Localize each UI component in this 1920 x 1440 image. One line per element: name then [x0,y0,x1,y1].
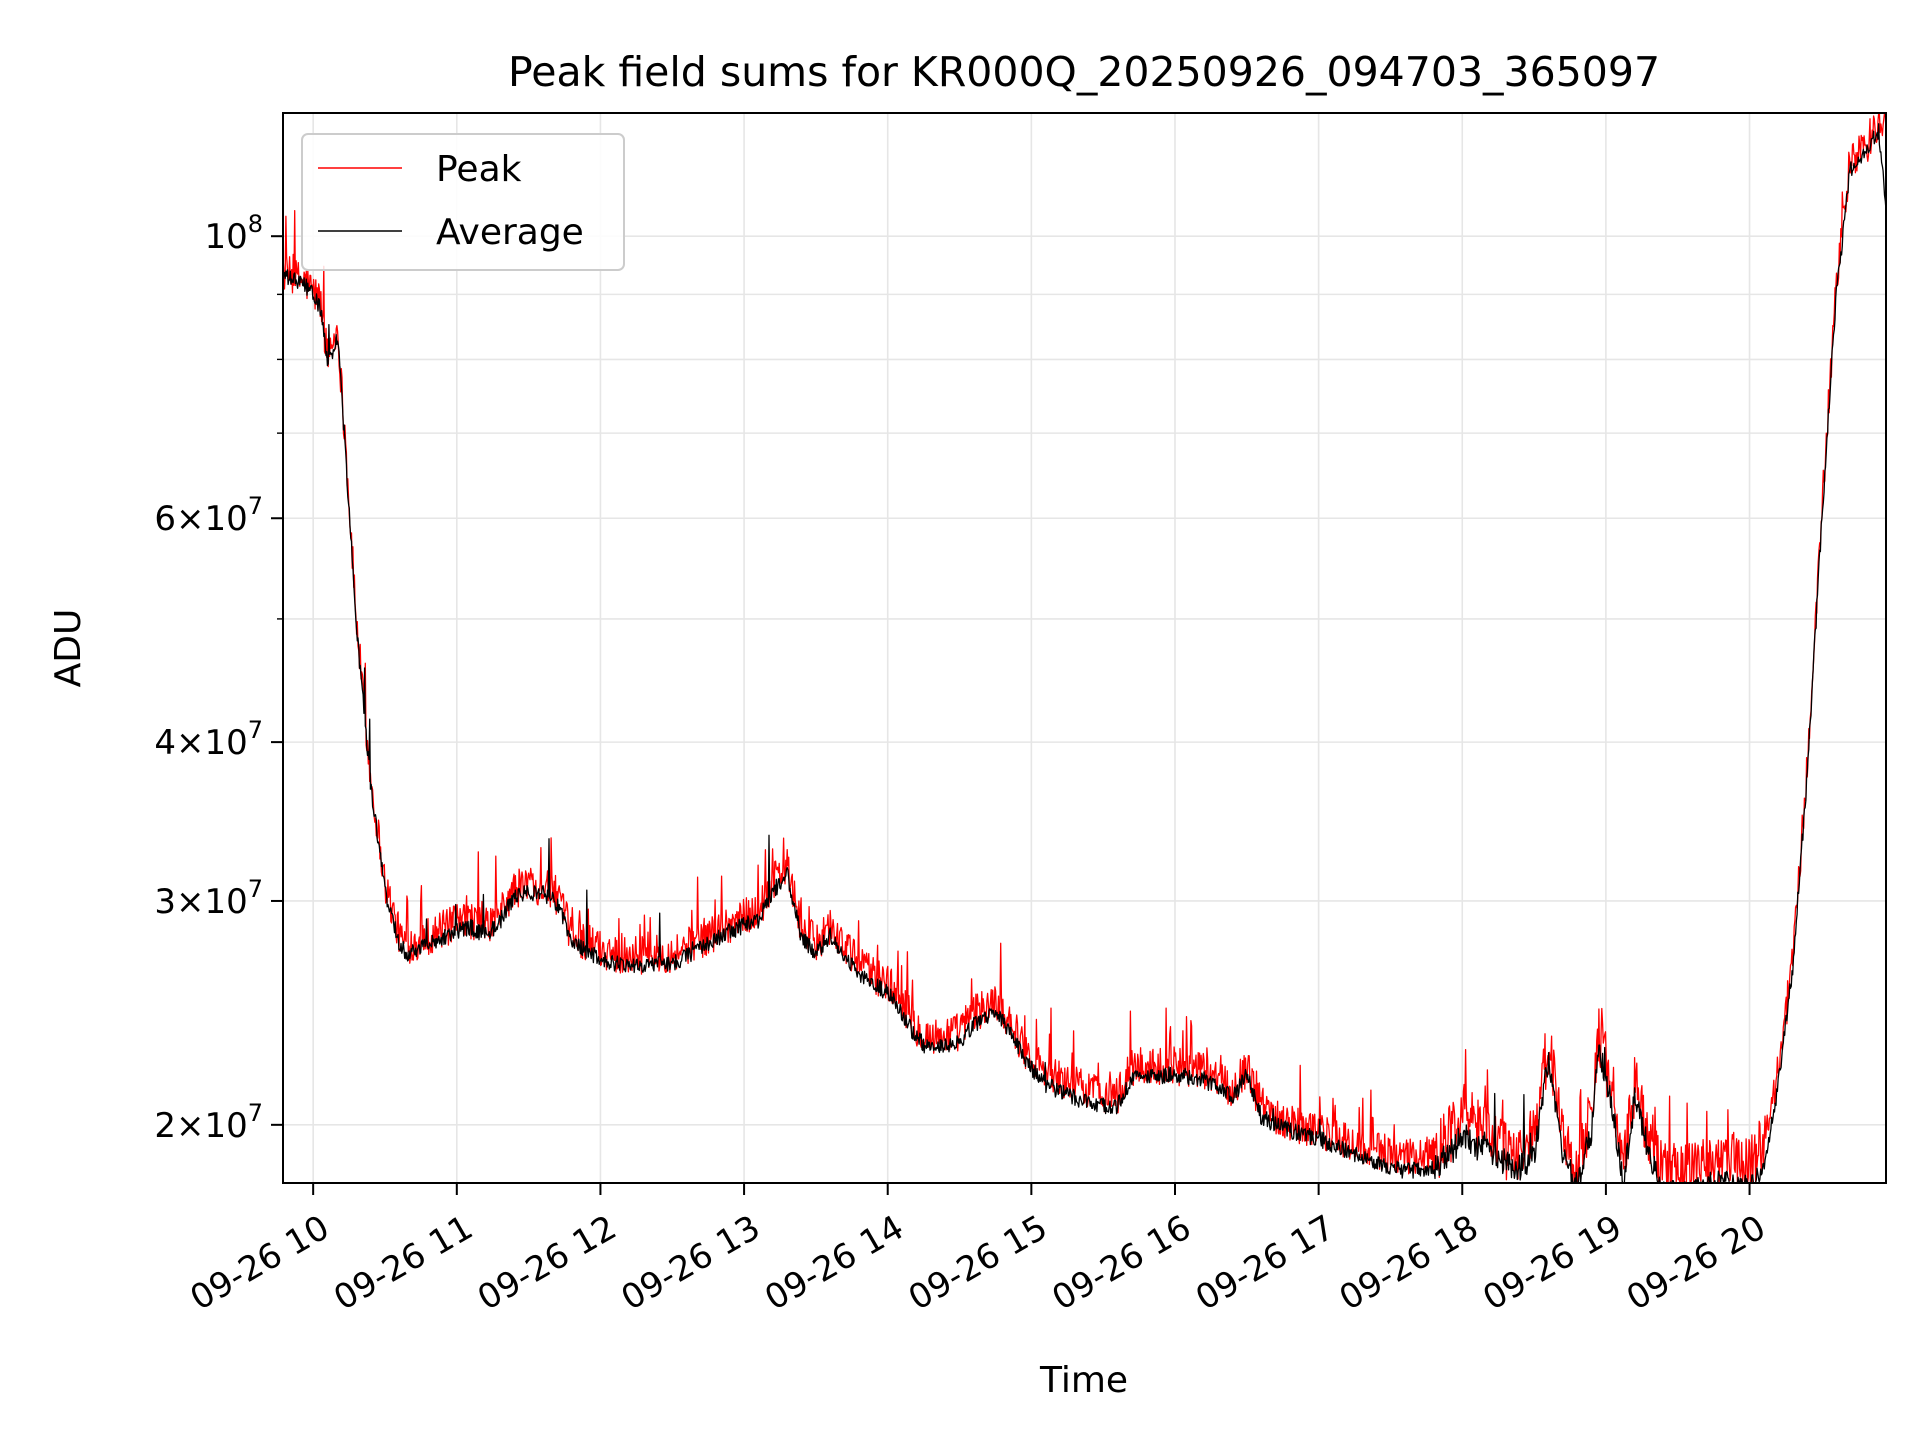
plot-frame [282,112,1887,1184]
y-axis-title: ADU [48,609,89,688]
series-line-average [282,123,1887,1184]
legend-peak-label: Peak [436,149,522,190]
series-layer [282,112,1887,1184]
y-tick-label: 4×107 [154,716,263,763]
y-tick-label: 108 [204,210,263,257]
chart-title: Peak field sums for KR000Q_20250926_0947… [508,48,1660,96]
x-axis-title: Time [1039,1360,1128,1401]
y-tick-label: 6×107 [154,492,263,539]
grid-layer [283,113,1886,1183]
y-tick-label: 3×107 [154,875,263,922]
y-tick-label: 2×107 [154,1099,263,1146]
legend: Peak Average [301,133,625,271]
legend-average-label: Average [436,212,584,253]
